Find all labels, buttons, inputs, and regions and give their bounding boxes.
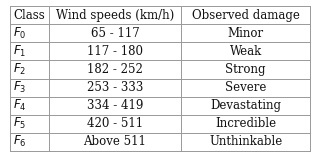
Bar <box>49 133 181 151</box>
Text: Incredible: Incredible <box>215 117 276 130</box>
Bar <box>49 78 181 97</box>
Bar <box>10 24 49 42</box>
Text: Observed damage: Observed damage <box>192 9 300 22</box>
Text: 117 - 180: 117 - 180 <box>87 45 143 58</box>
Text: 334 - 419: 334 - 419 <box>87 99 143 112</box>
Text: $F_0$: $F_0$ <box>13 26 27 41</box>
Bar <box>181 133 310 151</box>
Text: Severe: Severe <box>225 81 267 94</box>
Text: Weak: Weak <box>230 45 262 58</box>
Bar <box>49 42 181 60</box>
Text: Class: Class <box>13 9 45 22</box>
Bar <box>181 24 310 42</box>
Bar <box>181 78 310 97</box>
Text: $F_4$: $F_4$ <box>13 98 27 113</box>
Text: Minor: Minor <box>228 27 264 40</box>
Text: Unthinkable: Unthinkable <box>209 135 282 148</box>
Text: 253 - 333: 253 - 333 <box>87 81 143 94</box>
Bar <box>49 6 181 24</box>
Text: 65 - 117: 65 - 117 <box>91 27 139 40</box>
Text: $F_3$: $F_3$ <box>13 80 27 95</box>
Bar <box>10 133 49 151</box>
Bar <box>10 115 49 133</box>
Bar <box>10 60 49 78</box>
Text: Above 511: Above 511 <box>84 135 146 148</box>
Bar <box>181 115 310 133</box>
Bar <box>181 42 310 60</box>
Text: Wind speeds (km/h): Wind speeds (km/h) <box>56 9 174 22</box>
Bar <box>181 97 310 115</box>
Bar <box>49 115 181 133</box>
Text: Strong: Strong <box>226 63 266 76</box>
Bar <box>10 6 49 24</box>
Text: $F_6$: $F_6$ <box>13 134 27 149</box>
Bar <box>49 97 181 115</box>
Text: $F_5$: $F_5$ <box>13 116 27 131</box>
Bar <box>181 60 310 78</box>
Bar <box>181 6 310 24</box>
Bar <box>49 24 181 42</box>
Bar <box>10 78 49 97</box>
Text: $F_2$: $F_2$ <box>13 62 27 77</box>
Text: 182 - 252: 182 - 252 <box>87 63 143 76</box>
Bar <box>10 42 49 60</box>
Bar <box>49 60 181 78</box>
Text: Devastating: Devastating <box>210 99 281 112</box>
Text: 420 - 511: 420 - 511 <box>87 117 143 130</box>
Text: $F_1$: $F_1$ <box>13 44 27 59</box>
Bar <box>10 97 49 115</box>
